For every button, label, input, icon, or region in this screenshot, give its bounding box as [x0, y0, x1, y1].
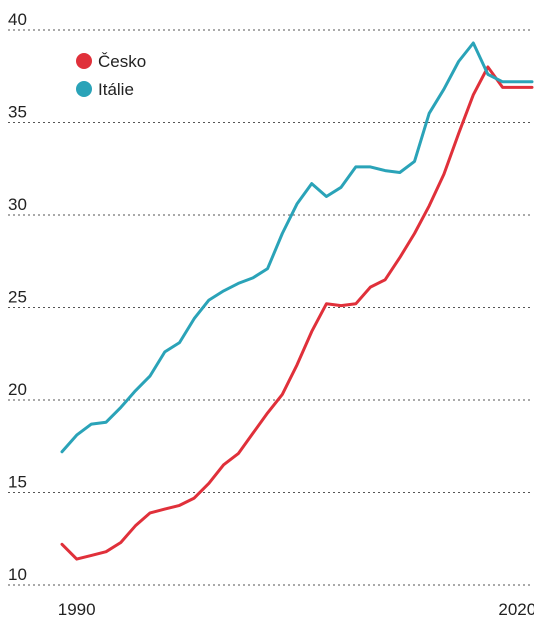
y-tick-label: 35: [8, 103, 27, 122]
y-tick-label: 15: [8, 473, 27, 492]
legend-marker-italie: [76, 81, 92, 97]
y-axis-ticks: 10 15 20 25 30 35 40: [8, 10, 27, 584]
y-tick-label: 20: [8, 380, 27, 399]
legend-label-cesko: Česko: [98, 52, 146, 71]
y-tick-label: 40: [8, 10, 27, 29]
x-tick-label: 1990: [58, 600, 96, 619]
legend-label-italie: Itálie: [98, 80, 134, 99]
y-tick-label: 25: [8, 288, 27, 307]
gridlines: [8, 29, 532, 586]
y-tick-label: 30: [8, 195, 27, 214]
legend-marker-cesko: [76, 53, 92, 69]
series-lines: [60, 41, 534, 561]
x-tick-label: 2020: [498, 600, 534, 619]
x-axis-ticks: 1990 2020: [58, 600, 534, 619]
series-line-italie: [60, 41, 534, 454]
series-line-cesko: [60, 65, 534, 561]
legend: Česko Itálie: [76, 52, 146, 99]
y-tick-label: 10: [8, 565, 27, 584]
